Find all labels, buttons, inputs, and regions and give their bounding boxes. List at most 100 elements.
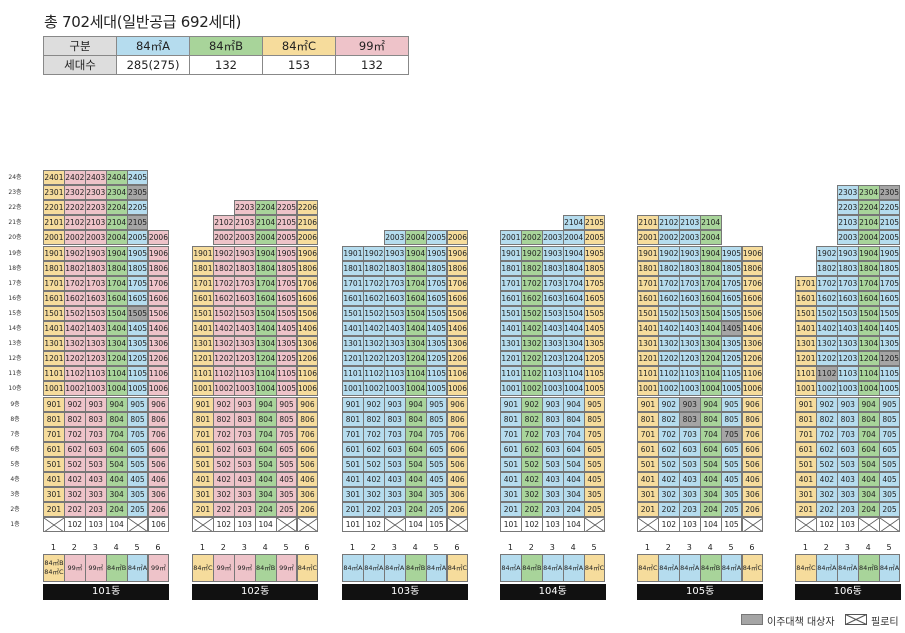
floor-label: 1층 [10, 521, 20, 529]
unit-cell: 1902 [815, 245, 838, 261]
unit-cell: 1204 [699, 351, 722, 367]
unit-cell: 1505 [720, 305, 743, 321]
column-number: 2 [823, 543, 829, 552]
unit-cell: 1004 [699, 381, 722, 397]
unit-cell: 1405 [583, 321, 606, 336]
unit-cell-relocation: 2105 [126, 215, 149, 231]
unit-cell: 204 [699, 502, 722, 518]
unit-cell: 1502 [212, 305, 235, 321]
summary-header-84a: 84㎡A [116, 36, 190, 56]
unit-cell: 1405 [126, 321, 149, 336]
unit-cell: 2004 [105, 230, 128, 246]
unit-cell: 1402 [815, 321, 838, 336]
unit-type-label: 84㎡A [680, 563, 700, 572]
unit-cell: 502 [815, 456, 838, 472]
unit-cell: 701 [500, 426, 522, 442]
unit-cell: 302 [657, 487, 680, 503]
column-number: 3 [686, 543, 692, 552]
unit-type-box: 84㎡A [815, 554, 838, 582]
unit-cell: 1204 [857, 351, 880, 367]
unit-type-label: 84㎡B [701, 563, 721, 572]
unit-cell: 2005 [583, 230, 606, 246]
unit-cell: 1001 [637, 381, 659, 397]
unit-cell: 702 [657, 426, 680, 442]
unit-cell: 1603 [84, 290, 107, 306]
unit-type-label: 84㎡A [838, 563, 858, 572]
unit-cell: 1701 [192, 275, 214, 291]
column-number: 5 [728, 543, 734, 552]
unit-cell: 304 [254, 487, 277, 503]
unit-cell: 602 [520, 441, 543, 457]
unit-cell: 706 [147, 426, 170, 442]
unit-cell: 1406 [296, 321, 319, 336]
unit-type-box: 99㎡ [84, 554, 107, 582]
unit-cell: 706 [446, 426, 469, 442]
unit-cell: 1105 [878, 366, 901, 382]
column-number: 6 [749, 543, 755, 552]
unit-cell: 504 [562, 456, 585, 472]
column-number: 5 [134, 543, 140, 552]
unit-cell: 301 [342, 487, 364, 503]
unit-cell: 1403 [678, 321, 701, 336]
unit-cell: 1802 [520, 260, 543, 276]
unit-cell: 1305 [275, 336, 298, 352]
floor-label: 13층 [8, 340, 22, 348]
column-number: 3 [391, 543, 397, 552]
unit-cell: 1803 [541, 260, 564, 276]
unit-cell: 301 [637, 487, 659, 503]
unit-cell: 1201 [43, 351, 65, 367]
unit-cell: 206 [741, 502, 764, 518]
unit-cell: 303 [541, 487, 564, 503]
unit-cell: 1305 [126, 336, 149, 352]
unit-cell: 2201 [43, 200, 65, 216]
unit-cell: 1704 [562, 275, 585, 291]
unit-cell: 1806 [741, 260, 764, 276]
unit-cell: 302 [362, 487, 385, 503]
unit-cell: 1302 [362, 336, 385, 352]
floor-label: 4층 [10, 476, 20, 483]
unit-type-label: 84㎡B [406, 563, 426, 572]
unit-cell: 2003 [233, 230, 256, 246]
unit-cell: 2103 [678, 215, 701, 231]
unit-cell: 1606 [296, 290, 319, 306]
unit-cell: 1706 [296, 275, 319, 291]
unit-cell: 306 [147, 487, 170, 503]
floor-label: 3층 [10, 491, 20, 499]
unit-cell: 1206 [147, 351, 170, 367]
unit-cell: 106 [147, 517, 170, 533]
unit-cell: 1303 [836, 336, 859, 352]
unit-cell: 1405 [275, 321, 298, 336]
unit-cell: 602 [212, 441, 235, 457]
unit-type-box: 84㎡B [105, 554, 128, 582]
unit-cell: 704 [857, 426, 880, 442]
unit-cell: 203 [84, 502, 107, 518]
unit-cell: 2004 [404, 230, 427, 246]
unit-cell: 2104 [699, 215, 722, 231]
unit-cell: 1702 [520, 275, 543, 291]
unit-cell: 305 [126, 487, 149, 503]
unit-cell: 1002 [815, 381, 838, 397]
unit-type-label: 99㎡ [151, 563, 166, 572]
unit-cell: 903 [233, 396, 256, 412]
unit-cell: 802 [362, 411, 385, 427]
unit-cell: 1505 [425, 305, 448, 321]
unit-cell: 104 [254, 517, 277, 533]
unit-cell: 1702 [63, 275, 86, 291]
unit-cell: 1301 [795, 336, 817, 352]
pilotis-cell [583, 517, 606, 533]
unit-cell: 1906 [147, 245, 170, 261]
unit-cell: 1302 [63, 336, 86, 352]
unit-cell: 1904 [404, 245, 427, 261]
unit-cell: 1901 [192, 245, 214, 261]
unit-cell: 1303 [383, 336, 406, 352]
unit-cell: 1903 [233, 245, 256, 261]
unit-cell: 802 [212, 411, 235, 427]
unit-type-label: 84㎡A [543, 563, 563, 572]
unit-type-box: 84㎡A [836, 554, 859, 582]
unit-cell: 302 [212, 487, 235, 503]
unit-cell-relocation: 705 [720, 426, 743, 442]
unit-type-box: 84㎡A [383, 554, 406, 582]
unit-cell: 902 [657, 396, 680, 412]
unit-cell: 305 [425, 487, 448, 503]
unit-cell: 1004 [254, 381, 277, 397]
